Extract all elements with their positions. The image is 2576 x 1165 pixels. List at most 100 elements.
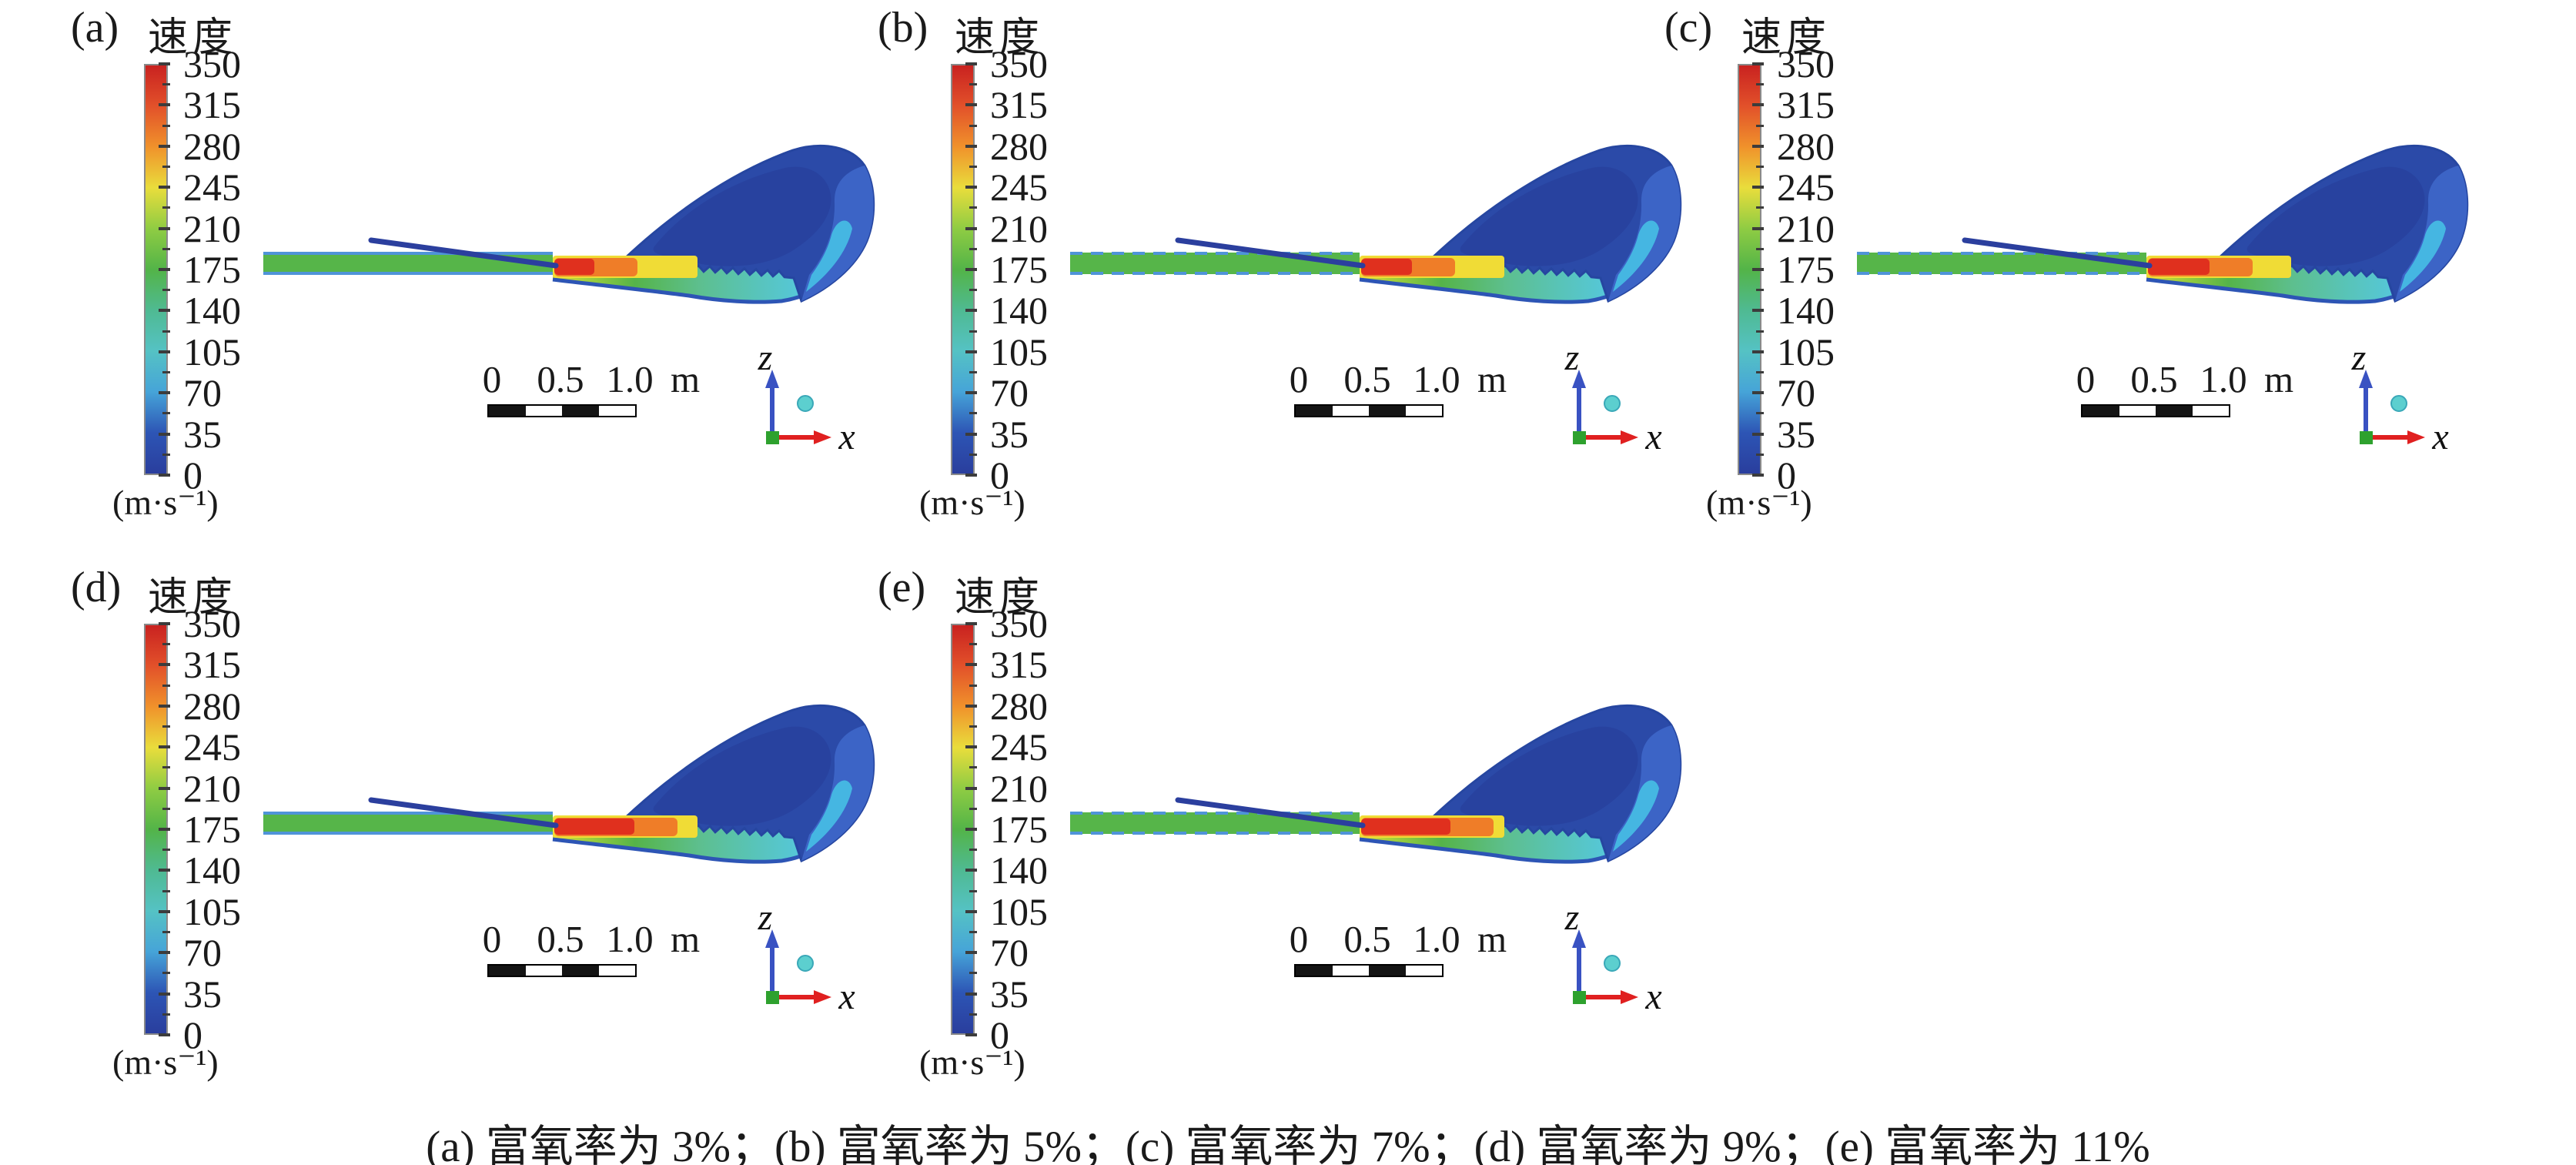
colorbar-tick bbox=[1752, 268, 1764, 271]
scale-bar-label: 0 bbox=[2076, 358, 2096, 400]
axes-triad-svg: z x bbox=[758, 897, 855, 1017]
colorbar-tick-label: 140 bbox=[1777, 289, 1835, 333]
colorbar-tick bbox=[159, 391, 170, 395]
lance-line bbox=[1175, 797, 1366, 829]
contour-svg bbox=[1070, 705, 1682, 864]
colorbar-minor-tick bbox=[162, 371, 170, 373]
scale-bar-segment bbox=[1405, 966, 1442, 976]
scale-bar-segment bbox=[1369, 406, 1406, 416]
scale-bar-label: m bbox=[670, 358, 701, 400]
colorbar-tick bbox=[965, 951, 977, 955]
colorbar-tick bbox=[1752, 391, 1764, 395]
colorbar-title: 速度 bbox=[955, 576, 1045, 620]
scale-bar-label: m bbox=[1477, 358, 1507, 400]
colorbar-tick bbox=[965, 909, 977, 913]
colorbar-minor-tick bbox=[969, 725, 977, 728]
colorbar-minor-tick bbox=[162, 412, 170, 415]
colorbar-unit: (m·s⁻¹) bbox=[112, 483, 219, 522]
colorbar-minor-tick bbox=[1756, 289, 1764, 292]
x-arrowhead bbox=[814, 430, 831, 444]
colorbar-minor-tick bbox=[162, 849, 170, 852]
axes-triad-svg: z x bbox=[1564, 897, 1662, 1017]
colorbar-tick bbox=[159, 663, 170, 667]
scale-bar-segment bbox=[562, 966, 599, 976]
panel-index-label: (d) bbox=[71, 564, 122, 611]
x-axis-label: x bbox=[838, 976, 855, 1010]
colorbar-tick bbox=[965, 103, 977, 107]
plume-navy-core bbox=[653, 726, 831, 826]
panel-index-label: (e) bbox=[878, 564, 926, 611]
colorbar-tick-label: 0 bbox=[183, 454, 202, 497]
scale-bar-segment bbox=[2119, 406, 2156, 416]
colorbar-minor-tick bbox=[969, 124, 977, 127]
colorbar-tick bbox=[1752, 226, 1764, 230]
colorbar-minor-tick bbox=[969, 972, 977, 975]
colorbar-tick bbox=[159, 951, 170, 955]
colorbar-tick-label: 70 bbox=[183, 931, 222, 975]
colorbar-minor-tick bbox=[162, 166, 170, 168]
colorbar-tick bbox=[159, 474, 170, 477]
jet-inlet-bar bbox=[263, 253, 553, 274]
cyan-marker bbox=[797, 395, 814, 412]
colorbar-tick bbox=[965, 663, 977, 667]
colorbar-tick-label: 105 bbox=[990, 330, 1048, 373]
scale-bar-label: 1.0 bbox=[1413, 358, 1460, 400]
figure-caption: (a) 富氧率为 3%；(b) 富氧率为 5%；(c) 富氧率为 7%；(d) … bbox=[426, 1123, 2150, 1165]
contour-svg bbox=[1857, 145, 2469, 304]
colorbar-tick bbox=[159, 62, 170, 65]
cfd-contour-plot bbox=[1065, 702, 1696, 868]
colorbar-tick-label: 245 bbox=[183, 166, 241, 209]
colorbar-minor-tick bbox=[969, 206, 977, 209]
colorbar-tick-label: 175 bbox=[990, 808, 1048, 851]
colorbar-tick bbox=[159, 186, 170, 189]
cyan-marker bbox=[797, 955, 814, 972]
colorbar-tick-label: 315 bbox=[990, 83, 1048, 127]
colorbar-unit: (m·s⁻¹) bbox=[919, 1043, 1025, 1082]
colorbar-tick bbox=[159, 786, 170, 790]
colorbar-minor-tick bbox=[162, 330, 170, 333]
colorbar-tick-label: 35 bbox=[990, 972, 1029, 1016]
colorbar-tick bbox=[159, 745, 170, 749]
axes-triad-svg: z x bbox=[1564, 337, 1662, 457]
scale-bar-segment bbox=[525, 406, 562, 416]
plume-navy-core bbox=[2246, 166, 2425, 266]
lance-line bbox=[1175, 237, 1366, 269]
colorbar-tick-label: 210 bbox=[183, 206, 241, 250]
nozzle-red-core bbox=[554, 819, 634, 835]
plume-cyan-band bbox=[1613, 780, 1659, 852]
colorbar-tick bbox=[965, 622, 977, 625]
velocity-contour-panel-e: (e) 速度 (m·s⁻¹) 0 0.5 1.0 m z x 350 315 280 245… bbox=[807, 560, 1700, 1110]
cyan-marker bbox=[1604, 955, 1621, 972]
scale-bar-label: 0 bbox=[482, 918, 502, 960]
cyan-marker bbox=[2390, 395, 2407, 412]
scale-bar-label: 0 bbox=[1289, 918, 1309, 960]
colorbar-minor-tick bbox=[162, 643, 170, 646]
x-axis-label: x bbox=[838, 417, 855, 450]
colorbar-tick bbox=[965, 869, 977, 872]
colorbar-tick bbox=[965, 828, 977, 831]
scale-bar-segment bbox=[2083, 406, 2119, 416]
colorbar-tick-label: 175 bbox=[1777, 248, 1835, 291]
scale-bar-segment bbox=[598, 966, 635, 976]
colorbar-minor-tick bbox=[969, 247, 977, 250]
colorbar-title: 速度 bbox=[148, 576, 238, 620]
scale-bar-label: m bbox=[2263, 358, 2294, 400]
scale-bar-segment bbox=[1332, 406, 1369, 416]
colorbar-tick-label: 280 bbox=[1777, 124, 1835, 168]
colorbar-tick-label: 35 bbox=[183, 412, 222, 456]
colorbar-title: 速度 bbox=[1741, 16, 1832, 60]
colorbar-tick-label: 105 bbox=[183, 889, 241, 933]
colorbar-tick-label: 70 bbox=[990, 931, 1029, 975]
colorbar-tick-label: 245 bbox=[990, 725, 1048, 769]
colorbar-tick-label: 210 bbox=[990, 206, 1048, 250]
colorbar-tick bbox=[965, 474, 977, 477]
scale-bar-segment bbox=[2192, 406, 2229, 416]
colorbar-tick-label: 140 bbox=[990, 849, 1048, 892]
colorbar-title: 速度 bbox=[955, 16, 1045, 60]
colorbar-tick-label: 0 bbox=[990, 454, 1009, 497]
velocity-contour-panel-a: (a) 速度 (m·s⁻¹) 0 0.5 1.0 m z x 350 315 280 245… bbox=[0, 0, 893, 551]
axes-indicator: z x bbox=[2333, 337, 2464, 457]
colorbar-tick bbox=[159, 226, 170, 230]
colorbar-minor-tick bbox=[969, 807, 977, 810]
